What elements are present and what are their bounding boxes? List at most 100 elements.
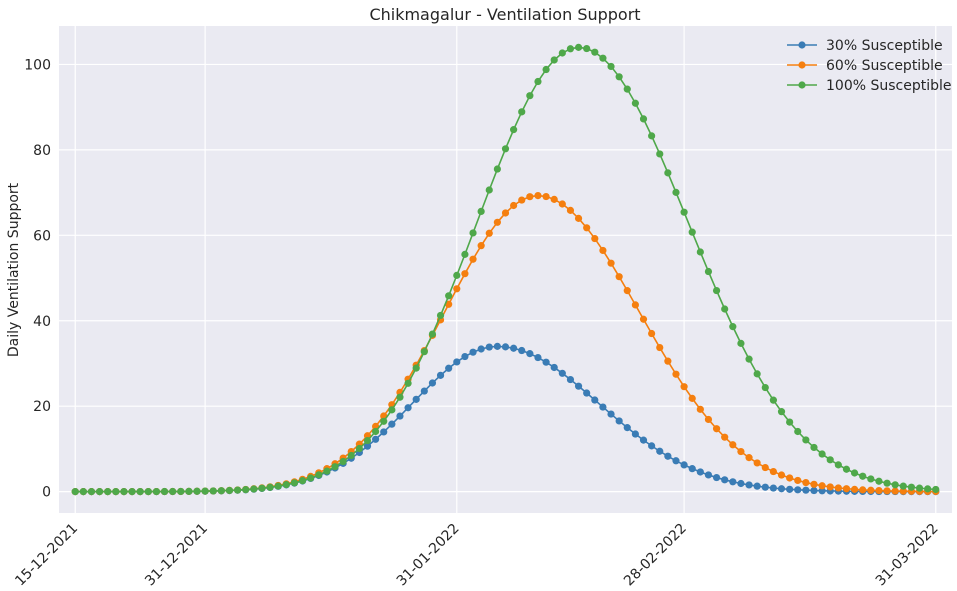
data-point <box>615 73 623 81</box>
data-point <box>583 224 591 232</box>
data-point <box>428 330 437 338</box>
data-point <box>298 477 307 485</box>
data-point <box>664 357 672 365</box>
data-point <box>899 487 907 495</box>
data-point <box>648 132 656 140</box>
data-point <box>786 485 794 493</box>
data-point <box>777 471 786 479</box>
legend-label: 100% Susceptible <box>826 78 952 94</box>
data-point <box>404 379 412 387</box>
data-point <box>339 457 347 466</box>
data-point <box>680 383 688 391</box>
data-point <box>307 474 315 482</box>
data-point <box>518 346 526 355</box>
data-point <box>623 85 631 93</box>
data-point <box>631 99 639 107</box>
data-point <box>566 375 575 384</box>
data-point <box>526 193 534 201</box>
data-point <box>875 486 883 495</box>
data-point <box>656 447 664 455</box>
data-point <box>631 301 639 309</box>
data-point <box>461 250 469 258</box>
data-point <box>664 452 672 460</box>
data-point <box>445 364 453 372</box>
data-point <box>469 348 477 356</box>
data-point <box>818 482 826 490</box>
data-point <box>331 463 339 471</box>
data-point <box>591 234 599 243</box>
data-point <box>583 44 591 53</box>
data-point <box>477 242 485 250</box>
plot-area <box>59 26 952 513</box>
series-group <box>71 43 940 496</box>
data-point <box>834 461 842 469</box>
data-point <box>534 192 542 200</box>
data-point <box>810 480 818 488</box>
data-point <box>412 364 420 372</box>
data-point <box>607 259 615 267</box>
data-point <box>501 209 510 217</box>
data-point <box>672 188 680 196</box>
data-point <box>769 467 778 476</box>
data-point <box>753 459 761 467</box>
data-point <box>842 485 851 493</box>
data-point <box>891 481 899 489</box>
data-point <box>574 43 583 51</box>
data-point <box>169 487 177 496</box>
data-point <box>648 442 656 450</box>
data-point <box>883 487 891 495</box>
data-point <box>818 450 826 458</box>
data-point <box>599 54 607 62</box>
data-point <box>818 487 826 495</box>
data-point <box>323 467 331 475</box>
data-point <box>688 394 696 402</box>
chart-title: Chikmagalur - Ventilation Support <box>369 5 640 24</box>
legend-marker <box>798 81 806 89</box>
legend-marker <box>798 61 806 69</box>
data-point <box>737 339 745 347</box>
data-point <box>477 207 485 215</box>
data-point <box>753 482 761 490</box>
data-point <box>859 486 867 494</box>
data-point <box>315 471 323 479</box>
data-point <box>510 344 518 352</box>
data-point <box>453 358 461 366</box>
data-point <box>794 486 802 494</box>
y-tick-label: 80 <box>33 143 51 159</box>
data-point <box>721 305 729 313</box>
data-point <box>250 485 258 493</box>
legend-label: 60% Susceptible <box>826 58 943 74</box>
data-point <box>445 292 453 300</box>
data-point <box>924 485 932 493</box>
data-point <box>112 488 120 496</box>
data-point <box>477 345 485 353</box>
data-point <box>639 115 648 123</box>
data-point <box>160 487 169 496</box>
data-point <box>769 396 778 404</box>
data-point <box>493 342 501 350</box>
data-point <box>745 481 753 489</box>
data-point <box>201 487 209 495</box>
data-point <box>631 430 639 438</box>
data-point <box>794 427 802 436</box>
data-point <box>461 270 469 278</box>
data-point <box>729 323 737 331</box>
data-point <box>615 417 623 425</box>
data-point <box>648 329 656 338</box>
data-point <box>591 396 599 404</box>
x-tick-label: 31-03-2022 <box>873 521 942 590</box>
legend-entry: 30% Susceptible <box>787 38 943 54</box>
data-point <box>915 484 924 492</box>
data-point <box>761 463 769 472</box>
data-point <box>493 165 501 173</box>
data-point <box>842 465 851 473</box>
data-point <box>534 77 542 86</box>
data-point <box>510 126 518 134</box>
series-3 <box>71 43 940 496</box>
data-point <box>574 382 583 390</box>
data-point <box>501 145 510 153</box>
data-point <box>95 488 104 496</box>
data-point <box>607 62 615 71</box>
data-point <box>526 92 534 100</box>
